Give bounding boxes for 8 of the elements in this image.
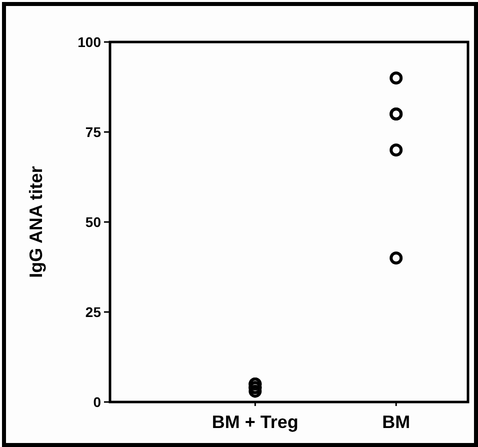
x-tick-label: BM + Treg: [212, 412, 298, 432]
y-tick-label: 100: [78, 34, 102, 50]
y-tick-label: 0: [93, 394, 102, 410]
y-tick-label: 25: [85, 304, 102, 320]
y-tick-label: 50: [85, 214, 102, 230]
y-axis-title: IgG ANA titer: [26, 166, 46, 278]
x-tick-label: BM: [382, 412, 410, 432]
y-tick-label: 75: [85, 124, 102, 140]
